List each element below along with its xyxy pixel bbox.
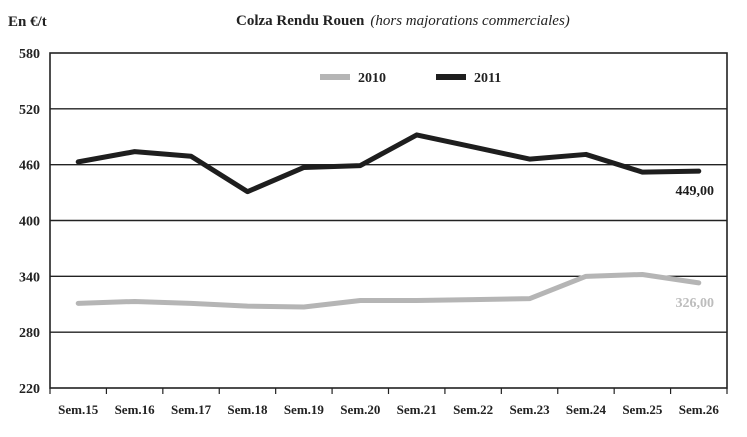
series-line-2010 [75,271,702,310]
y-tick-label: 520 [19,103,40,118]
x-tick-label: Sem.22 [453,402,493,417]
x-tick-label: Sem.17 [171,402,212,417]
y-tick-label: 460 [19,159,40,174]
x-tick-label: Sem.18 [227,402,268,417]
series-end-label-2011: 449,00 [676,184,715,199]
y-tick-label: 580 [19,47,40,62]
x-tick-label: Sem.16 [115,402,156,417]
series-end-label-2010: 326,00 [676,296,715,311]
chart-title: Colza Rendu Rouen [236,13,365,29]
y-axis-unit-label: En €/t [8,14,47,30]
x-tick-label: Sem.23 [509,402,550,417]
chart-subtitle: (hors majorations commerciales) [370,13,570,29]
y-tick-label: 400 [19,215,40,230]
y-tick-label: 280 [19,326,40,341]
chart-title-block: Colza Rendu Rouen (hors majorations comme… [236,13,570,30]
x-tick-label: Sem.15 [58,402,99,417]
y-tick-label: 220 [19,382,40,397]
series-line-2011 [75,132,702,195]
x-tick-label: Sem.19 [284,402,325,417]
legend-label: 2011 [474,71,501,86]
x-tick-label: Sem.24 [566,402,607,417]
legend-label: 2010 [358,71,386,86]
y-tick-label: 340 [19,270,40,285]
x-tick-label: Sem.25 [622,402,663,417]
x-tick-label: Sem.21 [397,402,437,417]
x-tick-label: Sem.20 [340,402,380,417]
x-tick-label: Sem.26 [679,402,720,417]
